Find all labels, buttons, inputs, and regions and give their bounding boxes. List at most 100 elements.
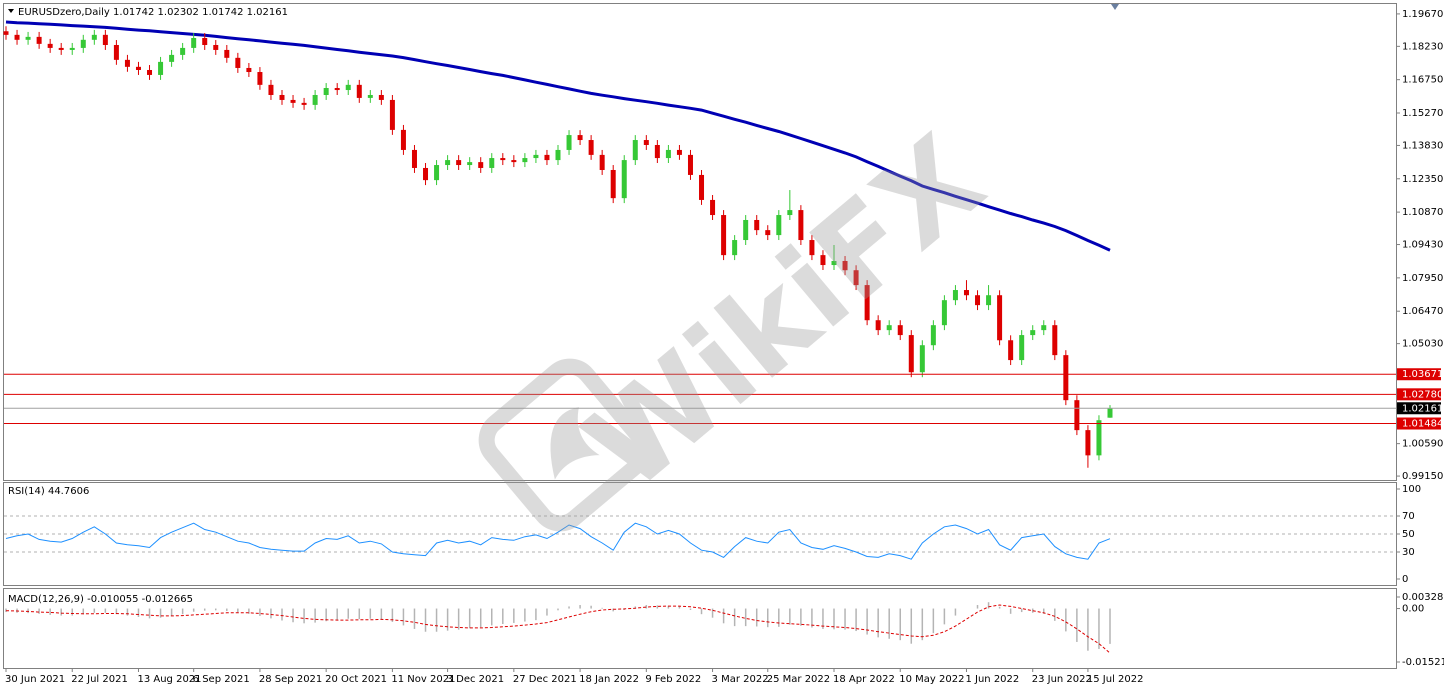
candle-body [621,160,627,199]
candle-body [467,162,473,166]
candle-body [279,94,285,100]
candle-body [356,84,362,98]
x-tick-label: 10 May 2022 [899,674,964,685]
candle-body [710,199,716,216]
candle-body [80,39,86,48]
y-tick-label: 1.16750 [1402,75,1443,86]
y-tick-label: 0.00 [1402,604,1424,615]
y-tick-label: 50 [1402,529,1415,540]
candle-body [478,162,484,168]
candle-body [58,47,64,50]
candle-body [676,149,682,155]
candle-body [533,154,539,159]
x-tick-label: 23 Jun 2022 [1032,674,1092,685]
title-marker [8,9,14,13]
candle-body [445,160,451,166]
x-tick-label: 18 Jan 2022 [579,674,639,685]
last-price-label: 1.02161 [1402,403,1443,414]
candle-body [687,154,693,175]
candle-body [290,99,296,103]
candle-body [456,160,462,166]
candle-body [434,165,440,181]
y-tick-label: 100 [1402,484,1421,495]
level-label-box [1397,417,1441,430]
y-tick-label: 1.10870 [1402,207,1443,218]
watermark-logo [478,358,652,532]
indicator-line [5,522,1111,560]
candle-body [423,167,429,181]
candle-body [853,270,859,286]
candle-body [699,174,705,200]
candle-body [367,94,373,98]
candle-body [1063,355,1069,401]
level-label-box [1397,368,1441,381]
candle-body [522,158,528,163]
candle-body [566,135,572,150]
y-tick-label: 0.99150 [1402,471,1443,482]
level-label-box [1397,388,1441,401]
logo-frame [478,358,652,532]
candle-body [334,88,340,91]
candle-body [732,240,738,256]
y-tick-label: 70 [1402,511,1415,522]
y-tick-label: 1.12350 [1402,174,1443,185]
x-tick-label: 1 Jun 2022 [965,674,1019,685]
y-tick-label: 1.00590 [1402,439,1443,450]
x-tick-label: 15 Jul 2022 [1087,674,1144,685]
candle-body [809,240,815,256]
candle-body [1085,430,1091,456]
candle-body [345,84,351,91]
x-tick-label: 13 Aug 2021 [137,674,201,685]
candle-body [743,219,749,241]
y-tick-label: 1.05030 [1402,339,1443,350]
candle-body [25,36,31,40]
candle-body [1030,330,1036,336]
candle-body [997,295,1003,341]
candle-body [323,88,329,95]
shift-marker [1111,4,1119,10]
moving-average-line [5,20,1111,252]
candle-body [842,260,848,271]
x-tick-label: 9 Feb 2022 [645,674,701,685]
panel-title: EURUSDzero,Daily 1.01742 1.02302 1.01742… [18,7,288,18]
candle-body [1107,408,1113,418]
y-tick-label: 1.13830 [1402,140,1443,151]
candle-body [257,72,263,85]
candle-body [654,144,660,159]
candle-body [765,230,771,236]
x-tick-label: 25 Mar 2022 [767,674,830,685]
candle-body [69,47,75,50]
candle-body [908,335,914,373]
candle-body [246,67,252,73]
candle-body [831,260,837,266]
x-tick-label: 11 Nov 2021 [391,674,455,685]
level-label: 1.02780 [1402,389,1443,400]
candle-body [400,129,406,150]
x-tick-label: 22 Jul 2021 [71,674,128,685]
y-tick-label: 0.003286 [1402,592,1444,603]
y-tick-label: 0 [1402,574,1408,585]
candle-body [301,102,307,105]
candle-body [411,149,417,168]
y-tick-label: 1.07950 [1402,273,1443,284]
candle-body [489,158,495,168]
candle-body [1041,325,1047,331]
candle-body [213,44,219,50]
candle-body [500,158,506,161]
candle-body [875,320,881,331]
candle-body [1052,325,1058,356]
candle-body [963,290,969,296]
candle-body [986,295,992,306]
candle-body [1074,400,1080,431]
candle-body [665,149,671,159]
candle-body [511,160,517,163]
panel-title: MACD(12,26,9) -0.010055 -0.012665 [8,594,193,605]
y-tick-label: -0.01521 [1402,657,1444,668]
y-tick-label: 1.18230 [1402,41,1443,52]
candle-body [577,135,583,141]
candle-body [1019,335,1025,361]
candle-body [147,69,153,75]
panel-title: RSI(14) 44.7606 [8,486,89,497]
x-tick-label: 28 Sep 2021 [259,674,322,685]
